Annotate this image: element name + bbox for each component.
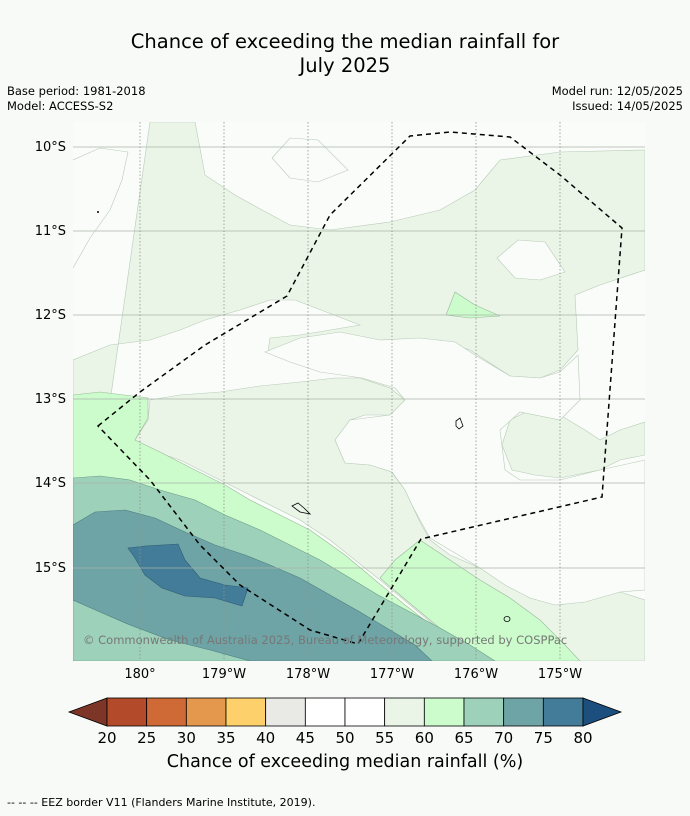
colorbar-segment bbox=[146, 697, 187, 727]
region-50-55-pocket-b bbox=[496, 239, 566, 281]
model-run: Model run: 12/05/2025 bbox=[551, 84, 683, 98]
lat-label-10s: 10°S bbox=[35, 140, 66, 155]
region-65-70-patch bbox=[445, 291, 501, 319]
lat-label-12s: 12°S bbox=[35, 308, 66, 323]
lon-label-178w: 178°W bbox=[286, 667, 330, 682]
lat-label-11s: 11°S bbox=[35, 224, 66, 239]
colorbar-arrow-low bbox=[67, 697, 108, 727]
colorbar-tick-label: 30 bbox=[177, 729, 196, 747]
colorbar-tick-label: 55 bbox=[375, 729, 394, 747]
island-b bbox=[291, 502, 312, 515]
colorbar-tick-label: 40 bbox=[256, 729, 275, 747]
colorbar-tick-label: 60 bbox=[415, 729, 434, 747]
colorbar-tick-label: 70 bbox=[494, 729, 513, 747]
lon-label-175w: 175°W bbox=[538, 667, 582, 682]
latitude-labels: 10°S 11°S 12°S 13°S 14°S 15°S bbox=[35, 140, 66, 576]
colorbar-tick-label: 80 bbox=[573, 729, 592, 747]
colorbar-tick-label: 75 bbox=[534, 729, 553, 747]
model-name: Model: ACCESS-S2 bbox=[7, 99, 114, 113]
colorbar-segment bbox=[423, 697, 465, 727]
coast-left bbox=[73, 147, 129, 269]
island-a bbox=[455, 417, 464, 430]
colorbar-tick-label: 50 bbox=[335, 729, 354, 747]
colorbar-tick-label: 20 bbox=[97, 729, 116, 747]
longitude-labels: 180° 179°W 178°W 177°W 176°W 175°W bbox=[124, 667, 582, 682]
lat-label-15s: 15°S bbox=[35, 561, 66, 576]
lon-label-177w: 177°W bbox=[370, 667, 414, 682]
colorbar-segment bbox=[304, 697, 346, 727]
colorbar: 20 25 30 35 40 45 50 55 60 65 70 75 80 bbox=[67, 697, 623, 747]
title-line-1: Chance of exceeding the median rainfall … bbox=[130, 30, 560, 53]
region-50-55-pocket-c bbox=[264, 331, 645, 606]
lon-label-176w: 176°W bbox=[454, 667, 498, 682]
colorbar-segment bbox=[185, 697, 227, 727]
region-80-plus bbox=[127, 543, 249, 607]
colorbar-segment bbox=[225, 697, 267, 727]
meta-left: Base period: 1981-2018 Model: ACCESS-S2 bbox=[7, 84, 146, 114]
eez-footnote: -- -- -- EEZ border V11 (Flanders Marine… bbox=[7, 796, 316, 809]
colorbar-segment bbox=[106, 697, 148, 727]
lon-label-180: 180° bbox=[124, 667, 155, 682]
island-c bbox=[503, 616, 511, 622]
issued-date: Issued: 14/05/2025 bbox=[572, 99, 683, 113]
title-line-2: July 2025 bbox=[299, 54, 391, 77]
colorbar-segment bbox=[542, 697, 584, 727]
lon-label-179w: 179°W bbox=[202, 667, 246, 682]
latitude-gridlines bbox=[73, 146, 645, 569]
colorbar-tick-label: 45 bbox=[296, 729, 315, 747]
map-panel bbox=[73, 122, 645, 661]
colorbar-segment bbox=[503, 697, 544, 727]
meta-right: Model run: 12/05/2025 Issued: 14/05/2025 bbox=[552, 84, 683, 114]
colorbar-tick-label: 35 bbox=[216, 729, 235, 747]
map-title: Chance of exceeding the median rainfall … bbox=[0, 30, 690, 78]
region-65-70-east bbox=[379, 539, 581, 661]
colorbar-segment bbox=[265, 697, 306, 727]
colorbar-segment bbox=[384, 697, 425, 727]
colorbar-tick-label: 25 bbox=[137, 729, 156, 747]
colorbar-tick-label: 65 bbox=[454, 729, 473, 747]
colorbar-title: Chance of exceeding median rainfall (%) bbox=[166, 752, 524, 772]
copyright-attribution: © Commonwealth of Australia 2025, Bureau… bbox=[83, 633, 568, 647]
island-d bbox=[97, 211, 99, 213]
colorbar-segment bbox=[463, 697, 505, 727]
eez-border bbox=[96, 131, 623, 645]
region-50-55-pocket-a bbox=[271, 137, 349, 183]
lat-label-14s: 14°S bbox=[35, 476, 66, 491]
lat-label-13s: 13°S bbox=[35, 392, 66, 407]
base-period: Base period: 1981-2018 bbox=[7, 84, 146, 98]
colorbar-segment bbox=[344, 697, 386, 727]
colorbar-arrow-high bbox=[582, 697, 623, 727]
